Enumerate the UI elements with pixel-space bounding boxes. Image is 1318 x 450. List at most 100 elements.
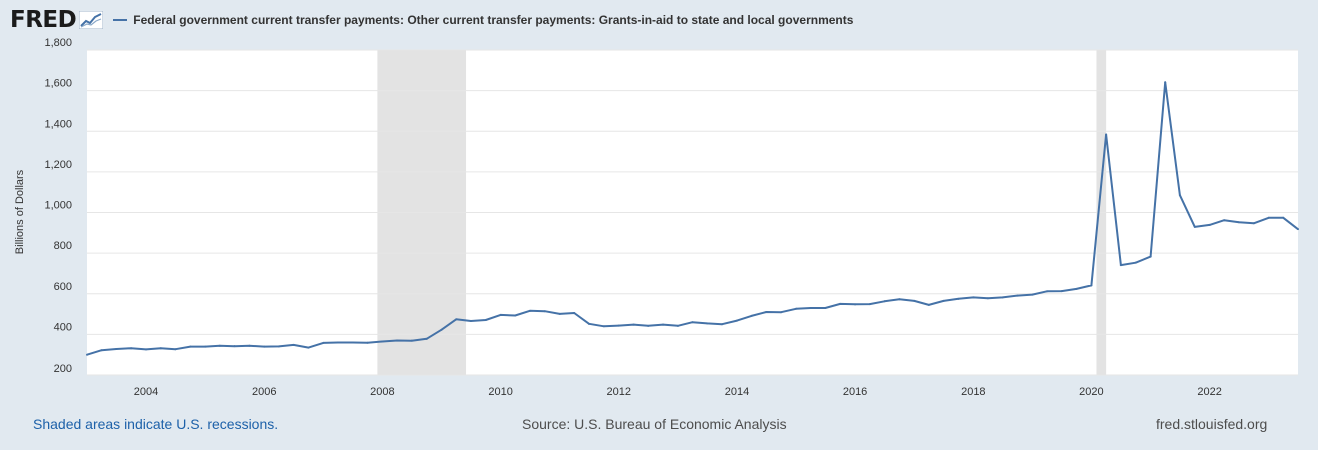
data-point	[1223, 219, 1226, 222]
data-point	[765, 311, 768, 314]
data-point	[366, 341, 369, 344]
data-point	[322, 341, 325, 344]
data-point	[204, 345, 207, 348]
data-point	[86, 353, 88, 356]
data-point	[145, 348, 148, 351]
y-axis-tick-labels: 200 400 600 800 1,000 1,200 1,400 1,600 1,800	[44, 37, 72, 375]
x-tick-label: 2008	[370, 386, 394, 398]
data-point	[602, 325, 605, 328]
recession-note[interactable]: Shaded areas indicate U.S. recessions.	[33, 416, 279, 432]
data-point	[514, 314, 517, 317]
data-point	[868, 303, 871, 306]
y-tick-label: 200	[54, 363, 72, 375]
y-tick-label: 1,800	[44, 37, 72, 49]
data-point	[396, 339, 399, 342]
data-point	[1016, 294, 1019, 297]
data-point	[587, 322, 590, 325]
data-point	[617, 324, 620, 327]
fred-logo-text: FRED	[10, 6, 77, 33]
data-point	[1045, 290, 1048, 293]
data-point	[1060, 290, 1063, 293]
data-point	[795, 307, 798, 310]
data-point	[1134, 261, 1137, 264]
data-point	[898, 298, 901, 301]
x-tick-label: 2010	[488, 386, 512, 398]
data-point	[1001, 296, 1004, 299]
y-tick-label: 1,600	[44, 78, 72, 90]
site-link[interactable]: fred.stlouisfed.org	[1156, 416, 1268, 432]
data-point	[735, 319, 738, 322]
data-point	[1105, 133, 1108, 136]
data-point	[986, 297, 989, 300]
data-point	[942, 299, 945, 302]
data-point	[854, 303, 857, 306]
data-point	[1208, 223, 1211, 226]
data-point	[558, 312, 561, 315]
data-point	[292, 343, 295, 346]
data-point	[647, 324, 650, 327]
legend-swatch	[113, 19, 128, 21]
x-tick-label: 2016	[843, 386, 867, 398]
data-point	[691, 321, 694, 324]
data-point	[484, 318, 487, 321]
x-tick-label: 2018	[961, 386, 985, 398]
data-point	[573, 312, 576, 315]
data-point	[351, 341, 354, 344]
data-point	[883, 300, 886, 303]
data-point	[706, 322, 709, 325]
data-point	[632, 323, 635, 326]
x-tick-label: 2006	[252, 386, 276, 398]
y-tick-label: 1,200	[44, 159, 72, 171]
source-credit: Source: U.S. Bureau of Economic Analysis	[522, 416, 787, 432]
gridlines	[87, 49, 1298, 376]
data-point	[1237, 221, 1240, 224]
data-point	[218, 344, 221, 347]
x-tick-label: 2012	[606, 386, 630, 398]
data-point	[248, 344, 251, 347]
data-point	[307, 346, 310, 349]
y-axis-label: Billions of Dollars	[14, 169, 26, 254]
data-point	[1178, 194, 1181, 197]
data-point	[174, 348, 177, 351]
data-point	[662, 323, 665, 326]
y-tick-label: 1,400	[44, 118, 72, 130]
data-point	[1164, 81, 1167, 84]
data-point	[499, 313, 502, 316]
data-point	[528, 309, 531, 312]
data-point	[1267, 216, 1270, 219]
data-point	[469, 319, 472, 322]
data-point	[543, 310, 546, 313]
data-point	[809, 306, 812, 309]
data-point	[336, 341, 339, 344]
data-point	[957, 297, 960, 300]
data-point	[100, 349, 103, 352]
data-point	[440, 328, 443, 331]
data-point	[721, 323, 724, 326]
data-point	[425, 337, 428, 340]
x-axis-tick-labels: 2004 2006 2008 2010 2012 2014 2016 2018 2020 2022	[134, 386, 1222, 398]
data-point	[927, 303, 930, 306]
data-point	[1075, 287, 1078, 290]
chart[interactable]: 200 400 600 800 1,000 1,200 1,400 1,600 1,800 20…	[0, 0, 1318, 410]
data-point	[1090, 284, 1093, 287]
legend-series-label: Federal government current transfer paym…	[133, 13, 854, 27]
data-point	[913, 299, 916, 302]
y-tick-label: 600	[54, 281, 72, 293]
data-point	[1119, 264, 1122, 267]
chart-legend[interactable]: Federal government current transfer paym…	[113, 13, 853, 27]
data-point	[1031, 293, 1034, 296]
chart-header: FRED Federal government current transfer…	[10, 6, 853, 34]
data-point	[277, 345, 280, 348]
line-chart-icon	[79, 11, 104, 29]
fred-logo[interactable]: FRED	[10, 6, 104, 33]
data-point	[972, 296, 975, 299]
x-tick-label: 2014	[725, 386, 749, 398]
x-tick-label: 2020	[1079, 386, 1103, 398]
data-point	[824, 306, 827, 309]
y-tick-label: 800	[54, 240, 72, 252]
x-tick-label: 2022	[1197, 386, 1221, 398]
data-point	[1297, 228, 1299, 231]
data-point	[189, 345, 192, 348]
data-point	[1252, 222, 1255, 225]
data-point	[381, 340, 384, 343]
